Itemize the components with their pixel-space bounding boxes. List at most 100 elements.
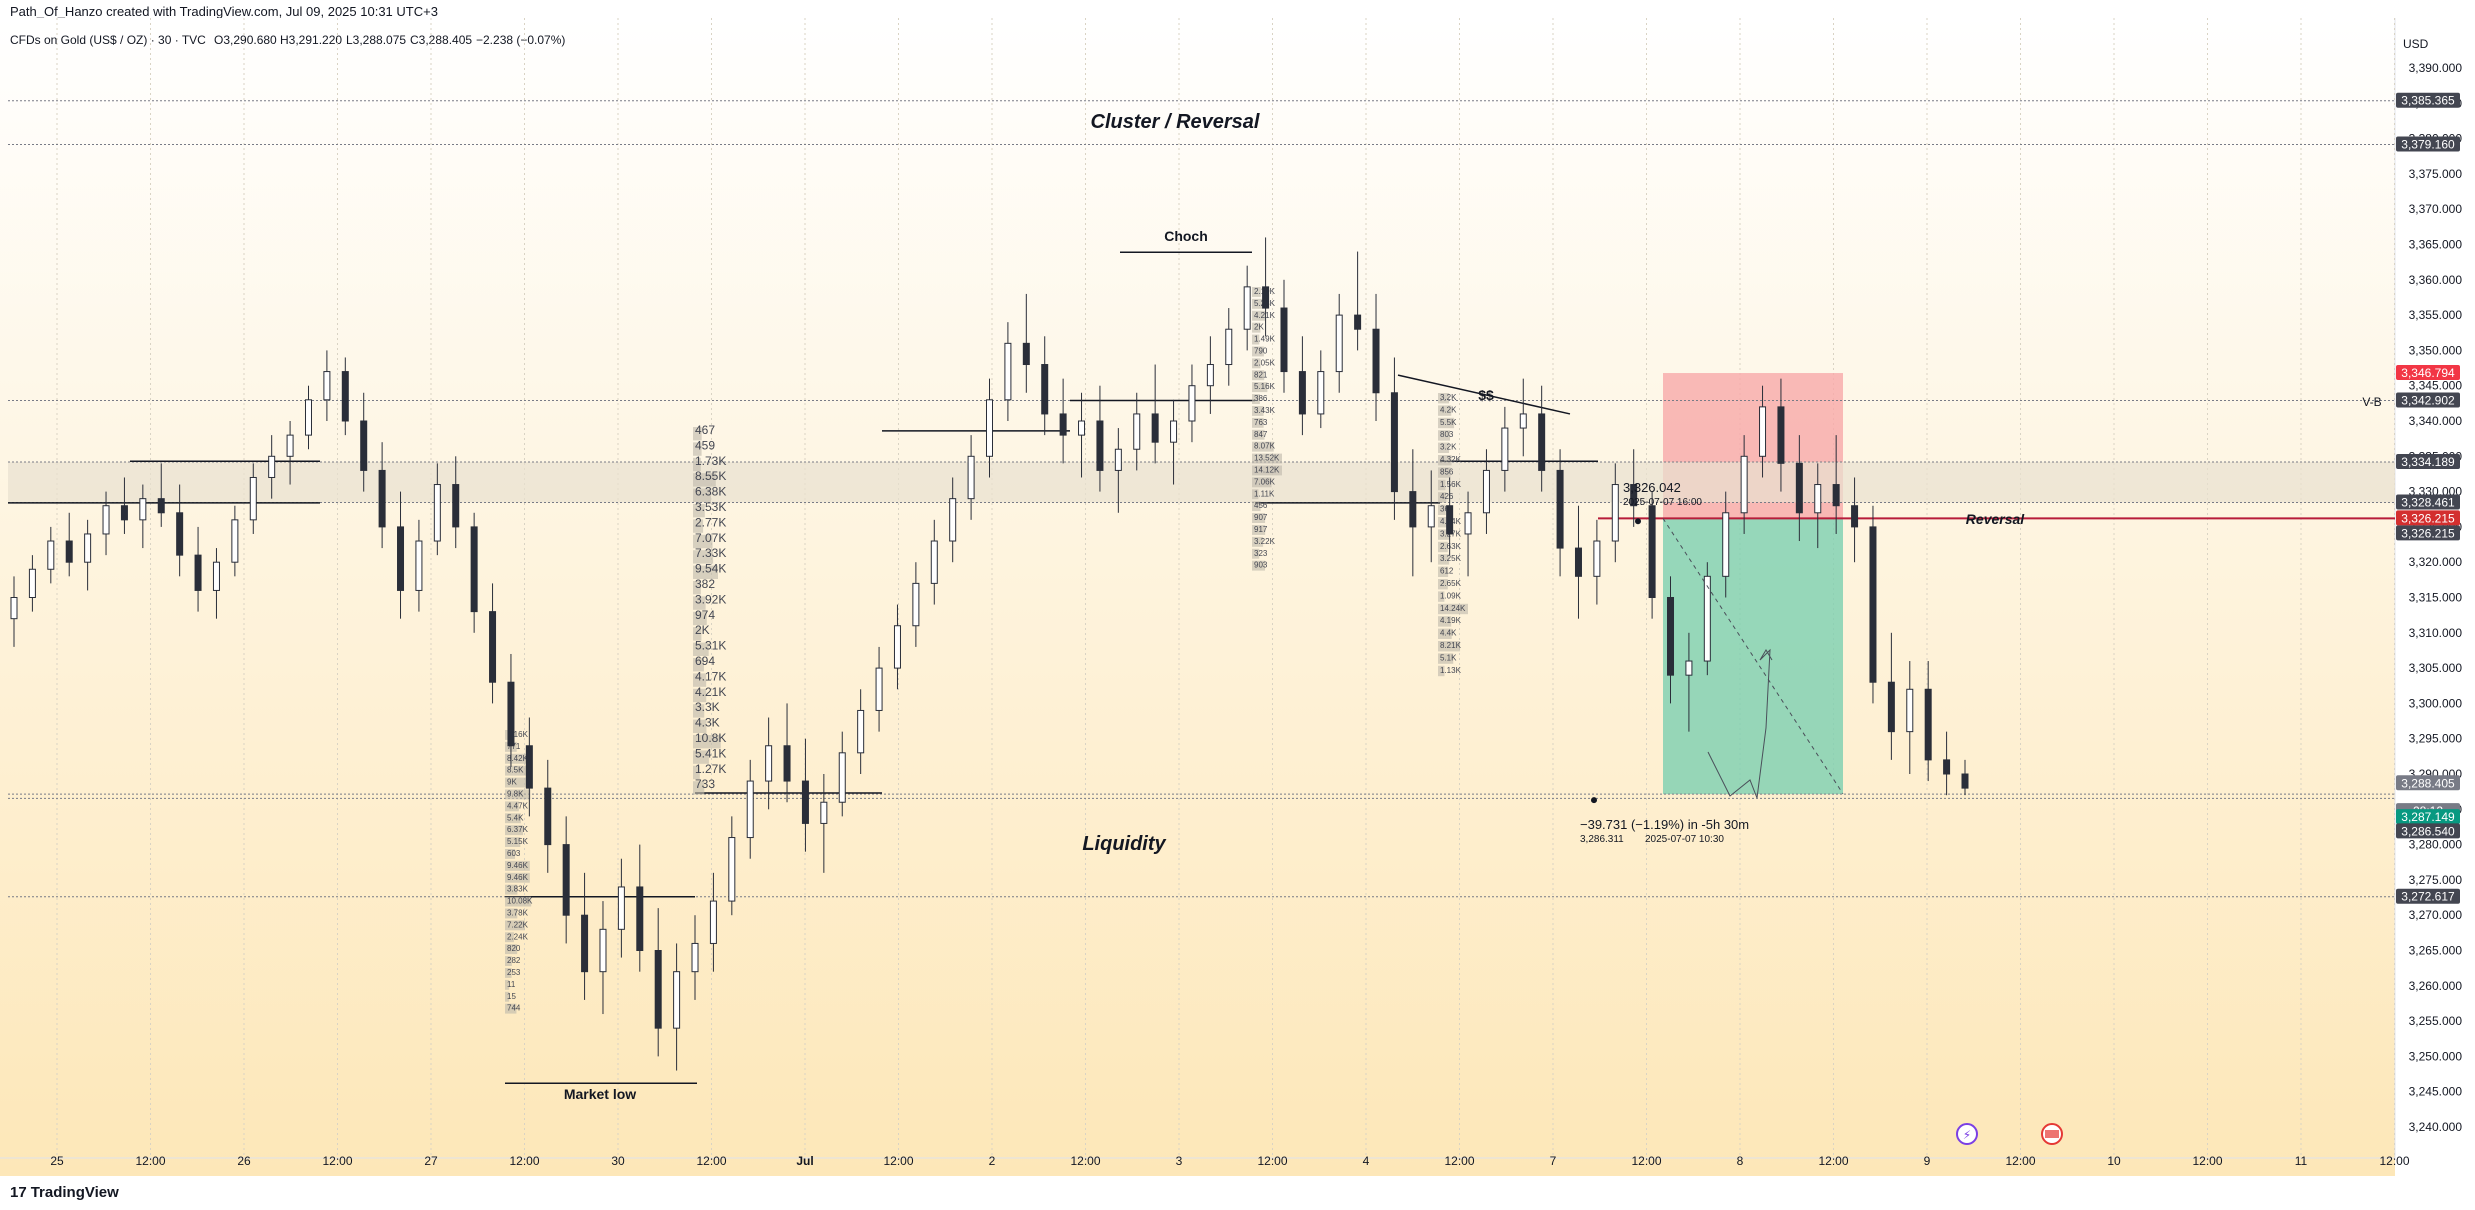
vp-low-bar bbox=[505, 753, 528, 764]
ohlc-low: L3,288.075 bbox=[346, 33, 406, 47]
vp-left-bar bbox=[693, 642, 709, 656]
vp-low-bar bbox=[505, 789, 531, 800]
candle-body bbox=[1722, 512, 1730, 577]
candle-body bbox=[1243, 286, 1251, 330]
candle-body bbox=[893, 625, 901, 669]
vp-choch-label: 13.52K bbox=[1254, 454, 1280, 463]
vp-left-bar bbox=[693, 658, 704, 672]
vp-right-label: 4.32K bbox=[1440, 455, 1462, 464]
vp-right-bar bbox=[1438, 641, 1461, 652]
event-flash-glyph: ⚡ bbox=[1963, 1128, 1971, 1142]
axis-price-tag bbox=[2396, 454, 2460, 470]
vp-choch-label: 3.43K bbox=[1254, 406, 1276, 415]
entry-time-label: 2025-07-07 16:00 bbox=[1623, 497, 1702, 508]
candle-body bbox=[1335, 314, 1343, 373]
reversal-label: Reversal bbox=[1966, 511, 2025, 527]
price-chart[interactable]: CFDs on Gold (US$ / OZ) · 30 · TVC O3,29… bbox=[0, 0, 2475, 1176]
vp-right-bar bbox=[1438, 455, 1452, 466]
vp-low-bar bbox=[505, 777, 529, 788]
y-tick-label: 3,350.000 bbox=[2409, 343, 2463, 357]
vp-left-bar bbox=[693, 750, 709, 764]
vp-choch-label: 7.06K bbox=[1254, 477, 1276, 486]
vp-left-label: 4.3K bbox=[695, 716, 720, 730]
x-tick-label: 12:00 bbox=[2379, 1154, 2409, 1168]
candle-body bbox=[525, 745, 533, 789]
vp-left-bar bbox=[693, 504, 705, 518]
measure-price-label: 3,286.311 bbox=[1580, 834, 1624, 845]
axis-price-text: 3,385.365 bbox=[2401, 94, 2455, 108]
candle-body bbox=[1482, 469, 1490, 514]
candle-body bbox=[1851, 505, 1859, 528]
y-tick-label: 3,260.000 bbox=[2409, 979, 2463, 993]
vp-low-bar bbox=[505, 1003, 517, 1014]
y-tick-label: 3,305.000 bbox=[2409, 661, 2463, 675]
x-tick-label: 4 bbox=[1363, 1154, 1370, 1168]
vp-right-bar bbox=[1438, 467, 1451, 478]
vp-right-bar bbox=[1438, 603, 1468, 615]
liquidity-sweep-label: $$ bbox=[1478, 387, 1494, 403]
x-tick-label: 26 bbox=[237, 1154, 251, 1168]
vp-choch-label: 5.16K bbox=[1254, 382, 1276, 391]
candle-body bbox=[1133, 413, 1141, 450]
tradingview-logo[interactable]: 17 TradingView bbox=[10, 1184, 119, 1201]
vp-choch-bar bbox=[1252, 441, 1274, 452]
vp-right-bar bbox=[1438, 393, 1450, 404]
candle-body bbox=[801, 780, 809, 824]
axis-price-tag bbox=[2396, 888, 2460, 904]
event-flash-icon bbox=[1956, 1123, 1978, 1145]
candle-body bbox=[617, 886, 625, 930]
ohlc-high: H3,291.220 bbox=[280, 33, 342, 47]
vp-left-label: 4.21K bbox=[695, 685, 726, 699]
axis-price-tag bbox=[2396, 809, 2460, 825]
candle-body bbox=[1667, 597, 1675, 676]
y-tick-label: 3,275.000 bbox=[2409, 873, 2463, 887]
axis-price-tag bbox=[2396, 136, 2460, 152]
candle-body bbox=[654, 950, 662, 1029]
candle-body bbox=[636, 886, 644, 952]
x-tick-label: 12:00 bbox=[2005, 1154, 2035, 1168]
candle-body bbox=[912, 582, 920, 627]
x-tick-label: 10 bbox=[2107, 1154, 2121, 1168]
vp-choch-label: 907 bbox=[1254, 513, 1268, 522]
candle-body bbox=[1280, 307, 1288, 373]
candle-body bbox=[728, 837, 736, 902]
vp-right-label: 1.09K bbox=[1440, 591, 1462, 600]
y-tick-label: 3,295.000 bbox=[2409, 732, 2463, 746]
candle-body bbox=[1206, 364, 1214, 387]
candle-body bbox=[1759, 406, 1767, 457]
vp-right-bar bbox=[1438, 504, 1446, 515]
plot-background bbox=[0, 18, 2395, 1176]
candle-body bbox=[194, 554, 202, 591]
vp-low-label: 6.37K bbox=[507, 825, 529, 834]
candle-body bbox=[820, 801, 828, 824]
vp-choch-bar bbox=[1252, 548, 1260, 559]
vp-low-bar bbox=[505, 813, 521, 824]
candle-body bbox=[1703, 575, 1711, 662]
candle-body bbox=[1924, 688, 1932, 761]
entry-price-label: 3,326.042 bbox=[1623, 480, 1681, 495]
vp-left-bar bbox=[693, 473, 716, 487]
vp-right-bar bbox=[1438, 541, 1448, 553]
y-tick-label: 3,270.000 bbox=[2409, 908, 2463, 922]
x-tick-label: 12:00 bbox=[1631, 1154, 1661, 1168]
axis-price-text: 3,346.794 bbox=[2401, 366, 2455, 380]
vp-left-label: 2K bbox=[695, 623, 710, 637]
candle-body bbox=[967, 455, 975, 500]
vp-choch-label: 2K bbox=[1254, 323, 1264, 332]
candle-body bbox=[1519, 413, 1527, 429]
vp-choch-label: 8.07K bbox=[1254, 442, 1276, 451]
vp-right-label: 3.2K bbox=[1440, 443, 1457, 452]
axis-price-text: 3,288.405 bbox=[2401, 776, 2455, 790]
vp-choch-label: 903 bbox=[1254, 561, 1268, 570]
vp-low-label: 8.5K bbox=[507, 766, 524, 775]
candle-body bbox=[1225, 328, 1233, 366]
candle-body bbox=[1096, 420, 1104, 471]
vp-low-bar bbox=[505, 920, 525, 931]
vp-choch-bar bbox=[1252, 358, 1261, 369]
candle-body bbox=[691, 942, 699, 973]
vp-right-label: 2.65K bbox=[1440, 579, 1462, 588]
vp-right-bar bbox=[1438, 529, 1450, 540]
candle-body bbox=[415, 540, 423, 591]
measure-time-label: 2025-07-07 10:30 bbox=[1645, 834, 1724, 845]
candle-body bbox=[84, 533, 92, 563]
